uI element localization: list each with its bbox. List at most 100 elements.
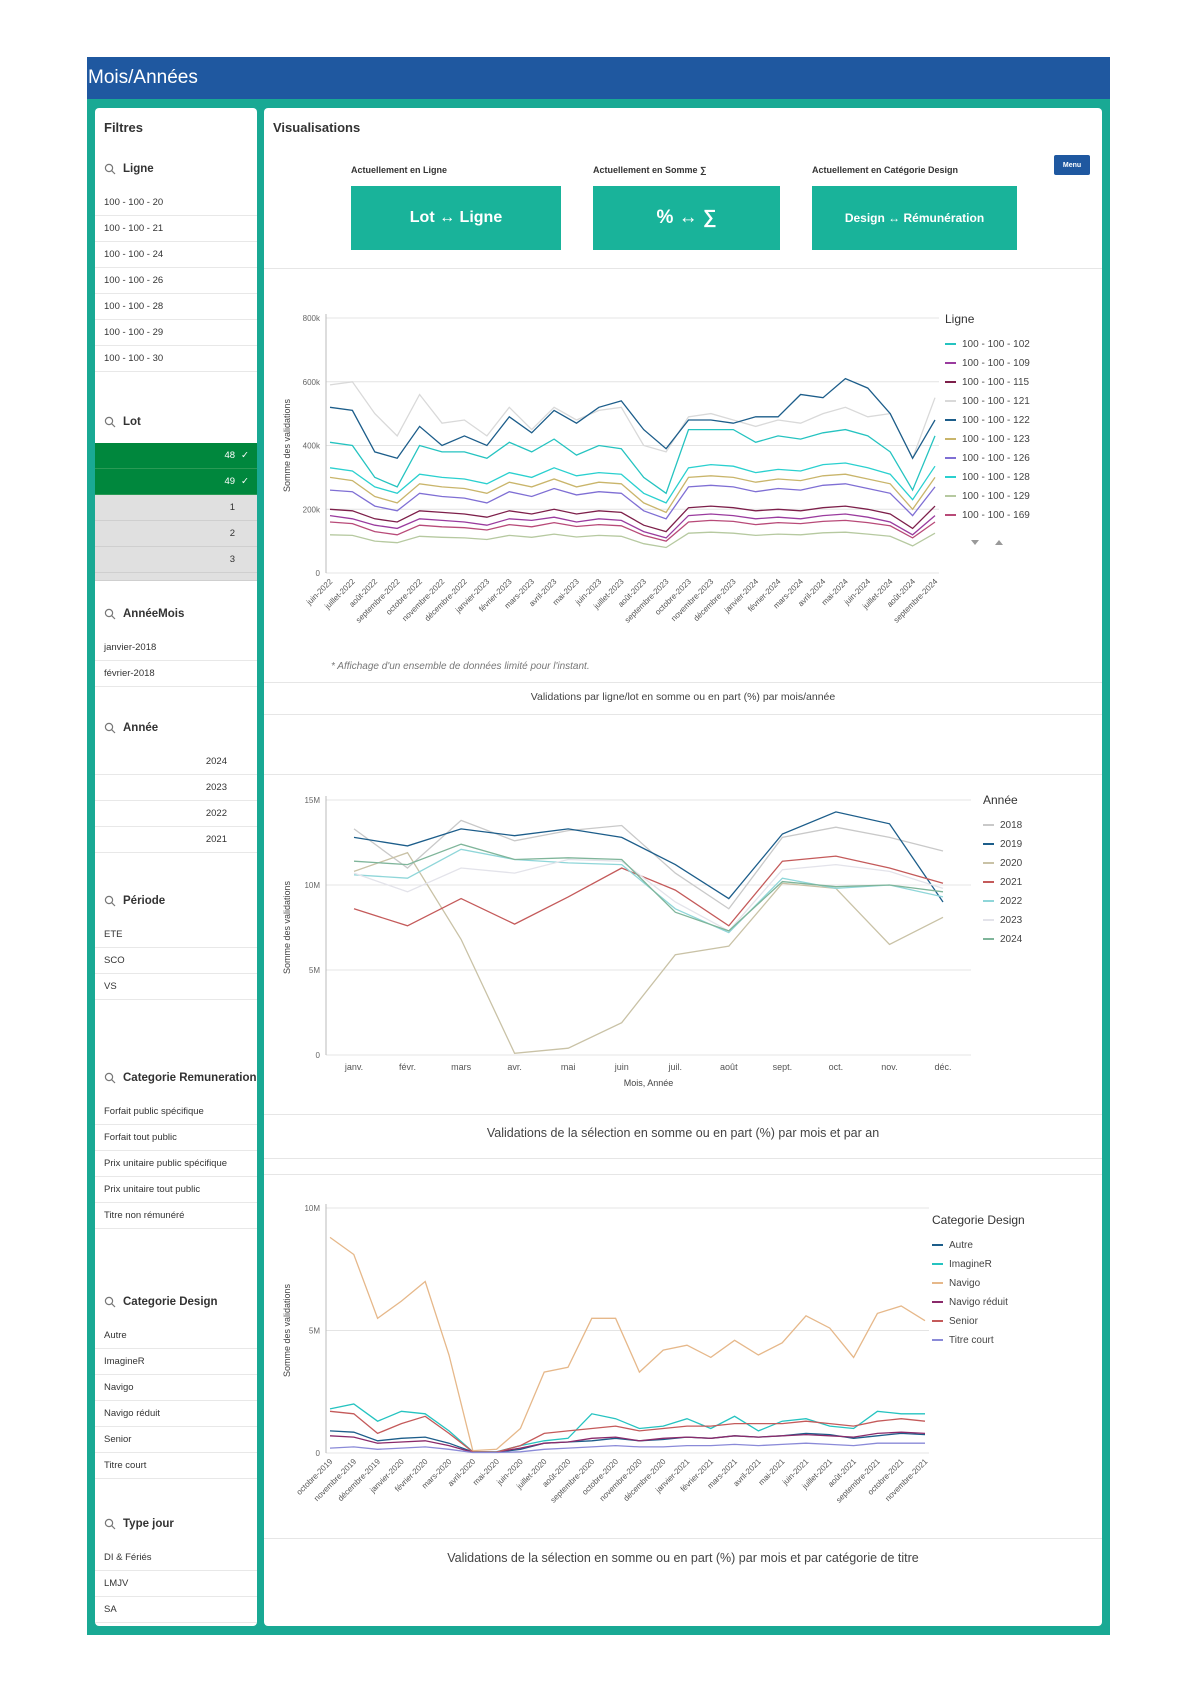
legend-item: 2024 xyxy=(1000,934,1023,945)
list-item[interactable]: LMJV xyxy=(95,1571,257,1597)
lot-selected-item[interactable]: 48 ✓ xyxy=(95,443,257,469)
list-item[interactable]: Navigo xyxy=(95,1375,257,1401)
list-item[interactable]: Autre xyxy=(95,1323,257,1349)
search-icon xyxy=(104,416,116,428)
series-line-Navigo xyxy=(329,1236,926,1452)
legend-item: 2023 xyxy=(1000,915,1023,926)
percent-sum-toggle-button[interactable]: % ↔ ∑ xyxy=(593,186,780,250)
list-item[interactable]: Forfait public spécifique xyxy=(95,1099,257,1125)
series-line-100 - 100 - 129 xyxy=(329,531,936,549)
filter-lot-header[interactable]: Lot xyxy=(95,410,257,434)
list-item[interactable]: Forfait tout public xyxy=(95,1125,257,1151)
list-item[interactable]: VS xyxy=(95,974,257,1000)
series-line-2020 xyxy=(353,851,944,1054)
filter-typejour-header[interactable]: Type jour xyxy=(95,1512,257,1536)
y-tick-label: 0 xyxy=(316,1449,321,1458)
filter-lot: Lot 48 ✓ 49 ✓ 1 2 3 xyxy=(95,410,257,581)
y-tick-label: 10M xyxy=(304,881,320,890)
list-item[interactable]: janvier-2018 xyxy=(95,635,257,661)
legend-scroll-up-icon xyxy=(995,540,1003,545)
visualisations-panel: Visualisations Actuellement en Ligne Lot… xyxy=(264,108,1102,1626)
search-icon xyxy=(104,1518,116,1530)
series-line-100 - 100 - 109 xyxy=(329,513,936,539)
list-item[interactable]: 2024 xyxy=(95,749,257,775)
list-item[interactable]: SA xyxy=(95,1597,257,1623)
filter-catrem-label: Categorie Remuneration xyxy=(123,1072,257,1084)
filter-ligne-label: Ligne xyxy=(123,163,154,175)
y-axis-title: Somme des validations xyxy=(282,880,292,974)
list-item[interactable]: 100 - 100 - 30 xyxy=(95,346,257,372)
lot-selected-item[interactable]: 49 ✓ xyxy=(95,469,257,495)
filter-ligne-header[interactable]: Ligne xyxy=(95,157,257,181)
lot-ligne-toggle-button[interactable]: Lot ↔ Ligne xyxy=(351,186,561,250)
list-item[interactable]: Prix unitaire tout public xyxy=(95,1177,257,1203)
legend-item: 100 - 100 - 126 xyxy=(962,453,1030,464)
legend-item: Senior xyxy=(949,1316,979,1327)
visualisations-title: Visualisations xyxy=(273,120,361,135)
list-item[interactable]: 100 - 100 - 21 xyxy=(95,216,257,242)
divider xyxy=(264,774,1102,775)
series-line-2021 xyxy=(353,855,944,927)
filter-anneemois-label: AnnéeMois xyxy=(123,608,185,620)
legend-item: 2020 xyxy=(1000,858,1023,869)
filter-periode-label: Période xyxy=(123,895,166,907)
filter-anneemois-header[interactable]: AnnéeMois xyxy=(95,602,257,626)
lot-alternative-item[interactable]: 3 xyxy=(95,547,257,573)
series-line-100 - 100 - 122 xyxy=(329,377,936,460)
filter-periode-header[interactable]: Période xyxy=(95,889,257,913)
chart1-caption: Validations par ligne/lot en somme ou en… xyxy=(530,691,836,703)
filter-catrem-header[interactable]: Categorie Remuneration xyxy=(95,1066,257,1090)
list-item[interactable]: 100 - 100 - 26 xyxy=(95,268,257,294)
series-line-2019 xyxy=(353,811,944,903)
filter-periode: Période ETE SCO VS xyxy=(95,889,257,1000)
filter-annee-header[interactable]: Année xyxy=(95,716,257,740)
menu-button[interactable]: Menu xyxy=(1054,155,1090,175)
series-line-2023 xyxy=(353,858,944,932)
list-item[interactable]: ImagineR xyxy=(95,1349,257,1375)
x-tick-label: août xyxy=(720,1062,738,1072)
list-item[interactable]: DI & Fériés xyxy=(95,1545,257,1571)
switch-ligne-label: Actuellement en Ligne xyxy=(351,165,448,175)
divider xyxy=(264,714,1102,715)
series-line-ImagineR xyxy=(329,1403,925,1453)
filter-catdesign-header[interactable]: Categorie Design xyxy=(95,1290,257,1314)
y-axis-title: Somme des validations xyxy=(282,398,292,492)
list-item[interactable]: Titre non rémunéré xyxy=(95,1203,257,1229)
search-icon xyxy=(104,608,116,620)
design-remuneration-toggle-button[interactable]: Design ↔ Rémunération xyxy=(812,186,1017,250)
filters-title: Filtres xyxy=(104,120,144,135)
list-item[interactable]: février-2018 xyxy=(95,661,257,687)
lot-alternative-item[interactable]: 1 xyxy=(95,495,257,521)
list-item[interactable]: 100 - 100 - 24 xyxy=(95,242,257,268)
list-item[interactable]: 100 - 100 - 20 xyxy=(95,190,257,216)
list-item[interactable]: 2023 xyxy=(95,775,257,801)
list-item[interactable]: Prix unitaire public spécifique xyxy=(95,1151,257,1177)
list-item[interactable]: Titre court xyxy=(95,1453,257,1479)
legend-item: ImagineR xyxy=(949,1259,992,1270)
list-item[interactable]: Navigo réduit xyxy=(95,1401,257,1427)
lot-value: 48 xyxy=(224,450,236,461)
lot-scroll-stub xyxy=(95,573,257,581)
lot-alternative-item[interactable]: 2 xyxy=(95,521,257,547)
lot-value: 49 xyxy=(224,476,236,487)
list-item[interactable]: 2022 xyxy=(95,801,257,827)
list-item[interactable]: ETE xyxy=(95,922,257,948)
list-item[interactable]: 2021 xyxy=(95,827,257,853)
checkmark-icon: ✓ xyxy=(241,476,249,487)
chart-validations-par-mois-an[interactable]: 0 5M 10M 15M Somme des validations janv. févr.… xyxy=(264,784,1102,1124)
legend-item: Navigo xyxy=(949,1278,981,1289)
legend-item: 2019 xyxy=(1000,839,1023,850)
list-item[interactable]: 100 - 100 - 29 xyxy=(95,320,257,346)
chart1-note: * Affichage d'un ensemble de données lim… xyxy=(331,661,590,672)
series-line-100 - 100 - 128 xyxy=(329,462,936,504)
y-tick-label: 10M xyxy=(304,1204,320,1213)
list-item[interactable]: SCO xyxy=(95,948,257,974)
series-line-100 - 100 - 102 xyxy=(329,428,936,495)
list-item[interactable]: Senior xyxy=(95,1427,257,1453)
legend-item: 100 - 100 - 123 xyxy=(962,434,1030,445)
legend-item: 100 - 100 - 115 xyxy=(962,377,1030,388)
x-tick-label: sept. xyxy=(773,1062,793,1072)
list-item[interactable]: 100 - 100 - 28 xyxy=(95,294,257,320)
